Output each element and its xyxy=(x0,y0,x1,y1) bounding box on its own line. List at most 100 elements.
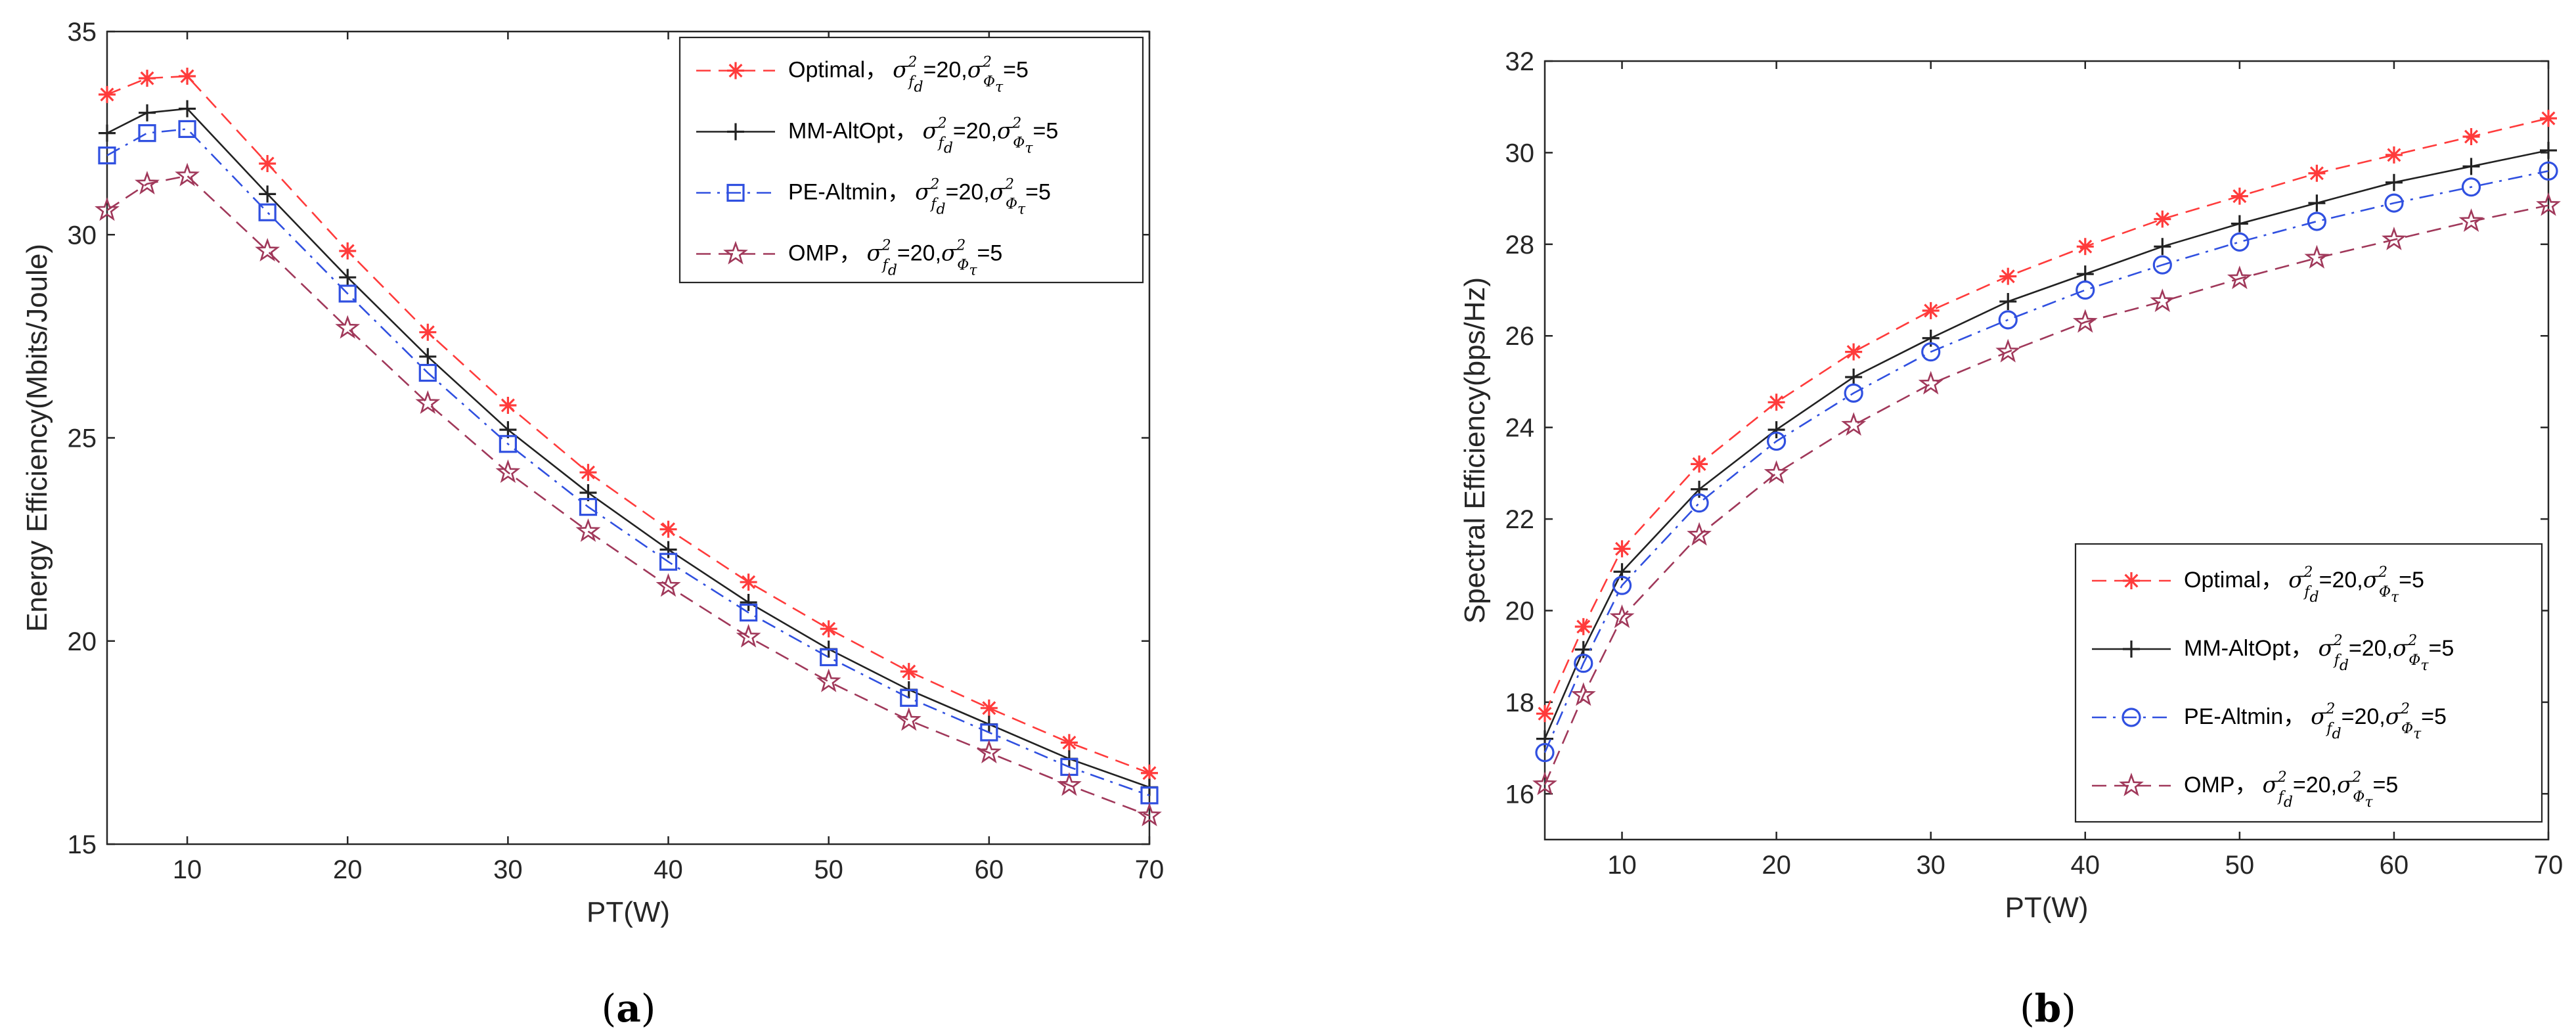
legend-subscript: d xyxy=(2332,726,2342,742)
legend-equals: =20, xyxy=(897,241,941,266)
x-tick-label: 10 xyxy=(1607,851,1637,880)
legend-box xyxy=(2074,543,2543,823)
legend-separator: ， xyxy=(839,241,861,266)
chart-a: 10 20 30 40 50 60 70 15 20 25 30 35 PT(W) Energy Effi… xyxy=(21,18,1164,1031)
legend-superscript: 2 xyxy=(956,238,966,254)
data-point xyxy=(980,699,998,717)
legend-separator: ， xyxy=(2290,636,2313,661)
legend-sigma: σ xyxy=(997,118,1013,145)
legend-marker xyxy=(2123,572,2140,589)
legend-subscript: τ xyxy=(969,263,977,279)
data-point xyxy=(816,668,841,692)
data-point xyxy=(2458,208,2484,233)
legend-equals: =5 xyxy=(2372,773,2398,798)
series-pe-altmin xyxy=(1535,161,2558,763)
series-omp xyxy=(1532,192,2561,796)
x-axis-label: PT(W) xyxy=(587,896,670,928)
y-tick-label: 20 xyxy=(1505,597,1535,625)
legend-separator: ， xyxy=(2234,773,2257,798)
y-tick-label: 15 xyxy=(68,830,97,859)
data-point xyxy=(2304,244,2330,269)
legend-equals: =20, xyxy=(2293,773,2337,798)
legend-sigma: σ xyxy=(2337,772,2353,798)
legend-sigma: σ xyxy=(990,179,1006,206)
x-tick-label: 70 xyxy=(2534,851,2564,880)
legend-equals: =20, xyxy=(953,119,997,144)
y-tick-label: 16 xyxy=(1505,780,1535,809)
legend-marker xyxy=(2121,708,2141,727)
legend-superscript: 2 xyxy=(2303,564,2313,581)
data-point xyxy=(900,663,918,681)
y-tick-label: 25 xyxy=(68,424,97,453)
legend-sigma: σ xyxy=(2288,567,2304,593)
data-point xyxy=(2382,227,2407,250)
legend-equals: =20, xyxy=(2342,704,2386,729)
data-point xyxy=(2385,173,2403,191)
data-point xyxy=(1056,772,1082,796)
data-point xyxy=(1536,705,1553,723)
legend-superscript: 2 xyxy=(2378,564,2387,581)
legend-equals: =20, xyxy=(2319,568,2363,593)
legend-subscript: Φ xyxy=(2379,584,2391,600)
series-optimal xyxy=(99,68,1158,782)
legend-label: PE-Altmin， σ2 fd=20,σ2 Φτ=5 xyxy=(788,177,1051,218)
legend-superscript: 2 xyxy=(2400,701,2410,717)
data-point xyxy=(1764,460,1789,484)
legend-subscript: d xyxy=(937,202,946,218)
panel-label-close: ) xyxy=(641,986,656,1031)
legend-subscript: Φ xyxy=(957,258,969,274)
data-point xyxy=(1613,540,1631,558)
data-point xyxy=(138,124,156,143)
panel-label-letter: a xyxy=(616,986,641,1031)
data-point xyxy=(1995,338,2021,363)
data-point xyxy=(98,146,116,165)
legend-superscript: 2 xyxy=(929,177,939,193)
data-point xyxy=(1845,368,1863,386)
data-point xyxy=(139,104,156,122)
legend-subscript: d xyxy=(888,263,897,279)
legend-superscript: 2 xyxy=(1004,177,1014,193)
data-point xyxy=(2307,212,2326,231)
legend-equals: =5 xyxy=(1025,180,1051,205)
data-point xyxy=(2227,265,2252,290)
data-point xyxy=(1137,802,1162,826)
legend-subscript: τ xyxy=(1025,141,1033,157)
legend-series-name: MM-AltOpt xyxy=(788,119,895,144)
data-point xyxy=(415,390,441,415)
legend-series-name: PE-Altmin xyxy=(2184,704,2283,729)
data-point xyxy=(175,162,200,187)
legend-equals: =20, xyxy=(923,58,967,83)
data-point xyxy=(2308,194,2326,212)
legend-box xyxy=(678,36,1144,284)
data-point xyxy=(1845,343,1863,361)
series-pe-altmin xyxy=(98,120,1159,805)
data-point xyxy=(2461,177,2481,197)
legend-superscript: 2 xyxy=(937,116,947,132)
legend-marker xyxy=(727,123,744,141)
data-point xyxy=(1921,342,1941,362)
data-point xyxy=(99,124,116,142)
data-point xyxy=(1691,455,1708,473)
legend-superscript: 2 xyxy=(2407,633,2417,649)
data-point xyxy=(255,238,280,262)
legend-subscript: τ xyxy=(2391,589,2399,606)
y-tick-label: 24 xyxy=(1505,414,1535,443)
legend-label: Optimal， σ2 fd=20,σ2 Φτ=5 xyxy=(2184,564,2424,606)
y-tick-label: 22 xyxy=(1505,505,1535,534)
data-point xyxy=(740,603,758,622)
data-point xyxy=(2231,187,2248,205)
legend-sigma: σ xyxy=(922,118,938,145)
legend-marker xyxy=(723,240,748,265)
data-point xyxy=(339,242,357,259)
legend-series-name: Optimal xyxy=(2184,568,2261,593)
data-point xyxy=(2154,210,2171,228)
data-point xyxy=(2154,238,2171,256)
data-point xyxy=(335,315,361,339)
x-tick-label: 40 xyxy=(654,855,683,884)
legend-subscript: d xyxy=(944,141,953,157)
legend-sigma: σ xyxy=(2386,704,2401,730)
data-point xyxy=(2384,193,2404,213)
legend-subscript: Φ xyxy=(1013,135,1025,152)
y-tick-label: 32 xyxy=(1505,47,1535,76)
legend-label: MM-AltOpt， σ2 fd=20,σ2 Φτ=5 xyxy=(788,116,1058,157)
